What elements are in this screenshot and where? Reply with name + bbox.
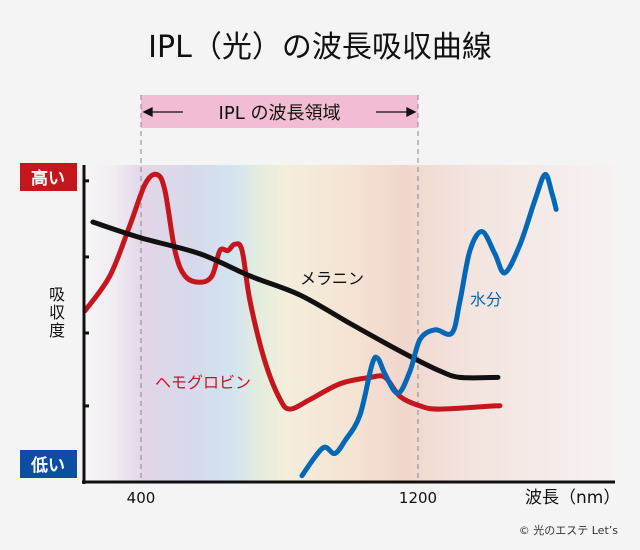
melanin-curve: [90, 219, 501, 381]
band-arrow-right-head: [406, 106, 417, 118]
ipl-band-label: IPL の波長領域: [219, 103, 341, 124]
x-axis-label: 波長（nm）: [525, 488, 620, 508]
chart-title: IPL（光）の波長吸収曲線: [148, 30, 492, 65]
series-label-melanin: メラニン: [300, 269, 364, 288]
series-label-hemoglobin: ヘモグロビン: [155, 373, 251, 392]
high-badge: [20, 163, 77, 191]
band-arrow-left-head: [142, 106, 153, 118]
low-badge-label: 低い: [30, 455, 65, 476]
x-tick-label: 400: [127, 489, 156, 507]
water-curve: [299, 172, 559, 479]
low-badge: [20, 450, 77, 478]
high-badge-label: 高い: [31, 168, 65, 189]
ipl-band-arrows: [142, 106, 417, 118]
y-axis-label: 吸収度: [46, 286, 65, 340]
ipl-band-box: [141, 95, 418, 128]
x-tick-label: 1200: [399, 489, 437, 507]
copyright: © 光のエステ Let’s: [519, 523, 619, 537]
series-label-water: 水分: [470, 290, 502, 309]
